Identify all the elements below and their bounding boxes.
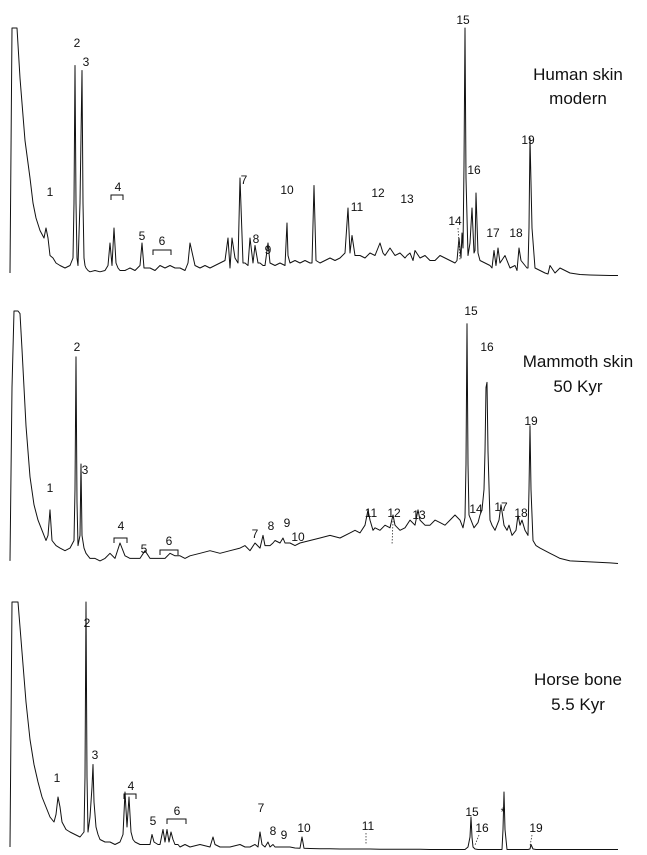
panel-subtitle: modern: [549, 89, 607, 108]
peak-group-bracket: [166, 818, 187, 824]
peak-label: 17: [486, 226, 500, 240]
peak-label: 10: [280, 183, 294, 197]
peak-label: *: [501, 805, 506, 819]
peak-label: 2: [74, 36, 81, 50]
peak-label: 11: [365, 506, 378, 520]
peak-leader-line: [529, 834, 533, 847]
peak-label: 12: [387, 506, 401, 520]
peak-label: 4: [115, 180, 122, 194]
panel-title: Human skin: [533, 65, 623, 84]
peak-label: 4: [118, 519, 125, 533]
peak-label: 13: [412, 508, 426, 522]
peak-label: 4: [128, 779, 135, 793]
peak-label: 8: [253, 232, 260, 246]
peak-leader-line: [474, 834, 480, 846]
peak-label: 14: [469, 502, 483, 516]
peak-label: 9: [265, 243, 272, 257]
peak-label: 8: [270, 824, 277, 838]
peak-group-bracket: [113, 537, 128, 543]
peak-label: 5: [141, 542, 148, 556]
chromatogram-trace: [9, 310, 619, 564]
peak-group-bracket: [159, 549, 179, 555]
peak-label: 16: [475, 821, 489, 835]
peak-label: 2: [74, 340, 81, 354]
peak-label: 15: [456, 13, 470, 27]
peak-label: 11: [362, 819, 375, 833]
peak-label: 6: [174, 804, 181, 818]
peak-label: 10: [291, 530, 305, 544]
peak-label: 7: [241, 173, 248, 187]
peak-label: 13: [400, 192, 414, 206]
peak-label: 15: [465, 805, 479, 819]
peak-leader-line: [457, 227, 461, 261]
peak-label: 6: [159, 234, 166, 248]
peak-label: 6: [166, 534, 173, 548]
peak-label: 12: [371, 186, 385, 200]
peak-group-bracket: [152, 249, 172, 255]
peak-label: 5: [150, 814, 157, 828]
peak-label: 3: [83, 55, 90, 69]
panel-subtitle: 50 Kyr: [553, 377, 602, 396]
peak-label: 18: [514, 506, 528, 520]
peak-label: 7: [252, 527, 259, 541]
peak-label: 5: [139, 229, 146, 243]
peak-group-bracket: [110, 194, 124, 200]
peak-label: 11: [351, 200, 364, 214]
peak-label: 19: [524, 414, 538, 428]
peak-label: 14: [448, 214, 462, 228]
peak-label: 18: [509, 226, 523, 240]
peak-label: 1: [47, 481, 54, 495]
peak-label: 17: [494, 500, 508, 514]
peak-label: 3: [92, 748, 99, 762]
panel-subtitle: 5.5 Kyr: [551, 695, 605, 714]
peak-label: 16: [480, 340, 494, 354]
peak-label: 8: [268, 519, 275, 533]
peak-label: 7: [258, 801, 265, 815]
peak-label: 9: [284, 516, 291, 530]
panel-title: Mammoth skin: [523, 352, 634, 371]
peak-label: 3: [82, 463, 89, 477]
chromatogram-trace: [9, 27, 618, 276]
peak-label: 1: [54, 771, 61, 785]
peak-group-bracket: [123, 793, 137, 799]
peak-leader-line: [391, 520, 394, 546]
panel-title: Horse bone: [534, 670, 622, 689]
peak-label: 19: [521, 133, 535, 147]
peak-label: 2: [84, 616, 91, 630]
peak-label: 9: [281, 828, 288, 842]
panel-horse-bone: Horse bone 5.5 Kyr 1 2 3 4 5 6 78 9 10 11 15 16 * 19: [9, 601, 622, 850]
chromatogram-trace: [9, 601, 618, 850]
peak-label: 15: [464, 304, 478, 318]
peak-label: 1: [47, 185, 54, 199]
peak-label: 10: [297, 821, 311, 835]
peak-label: 16: [467, 163, 481, 177]
peak-label: 19: [529, 821, 543, 835]
